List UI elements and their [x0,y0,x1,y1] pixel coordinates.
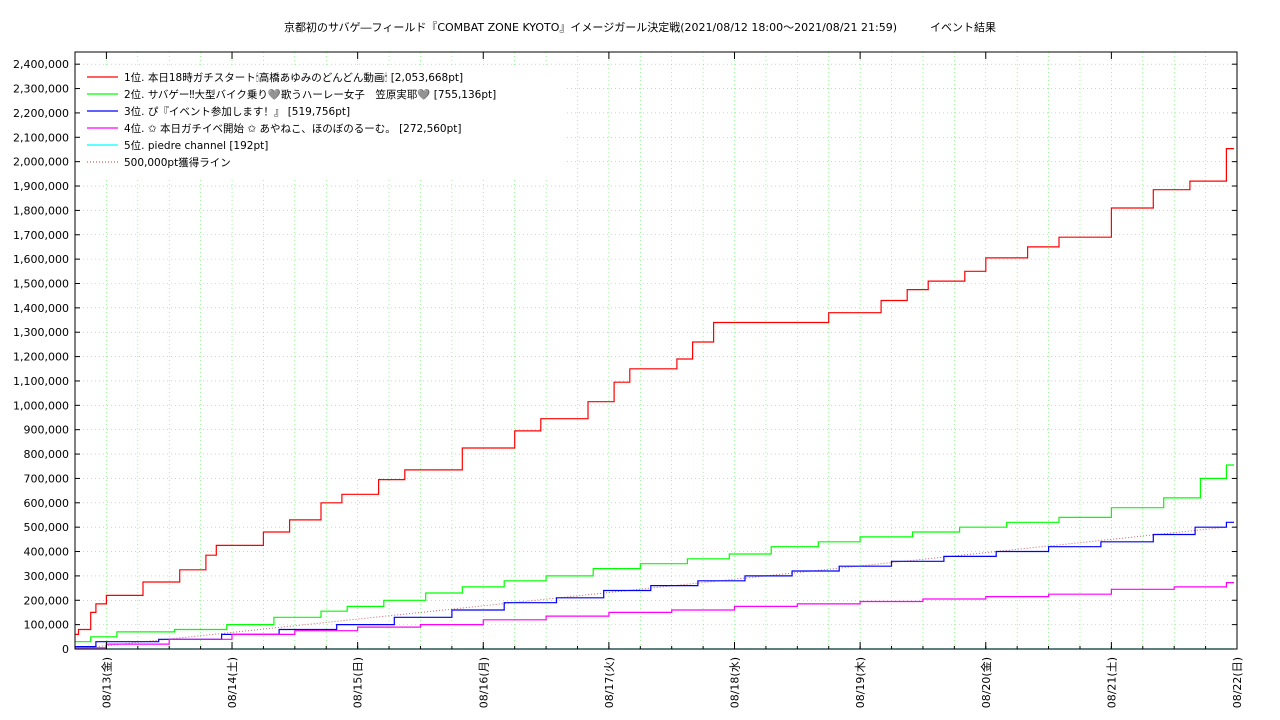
legend-background [82,66,567,177]
y-tick-label: 2,200,000 [13,107,69,120]
series-layer [75,148,1234,650]
x-axis: 08/13(金) 08/14(土) 08/15(日) 08/16(月) 08/17(火)… [74,52,1244,708]
series-line-4 [75,582,1234,649]
series-line-3 [75,521,1234,648]
y-tick-label: 1,100,000 [13,375,69,388]
y-tick-label: 100,000 [24,619,70,632]
chart-title: 京都初のサバゲ―フィールド『COMBAT ZONE KYOTO』イメージガール決… [283,21,996,34]
y-tick-label: 1,300,000 [13,326,69,339]
legend-entry: 500,000pt獲得ライン [124,156,231,169]
y-tick-label: 1,600,000 [13,253,69,266]
y-tick-label: 2,300,000 [13,83,69,96]
legend-entry: 4位. ✩ 本日ガチイベ開始 ✩ あやねこ、ほのぼのるーむ。 [272,560p… [124,122,462,135]
plot-frame [74,51,1238,650]
y-tick-label: 1,000,000 [13,399,69,412]
x-tick-label: 08/17(火) [603,657,616,708]
y-tick-label: 0 [62,643,69,656]
legend-entry: 5位. piedre channel [192pt] [124,139,268,152]
y-axis: 0 100,000 200,000 300,000 400,000 500,000 600,… [13,58,1237,656]
y-tick-label: 1,800,000 [13,204,69,217]
y-tick-label: 1,200,000 [13,351,69,364]
y-tick-label: 2,000,000 [13,156,69,169]
legend-entry: 2位. サバゲー‼大型バイク乗り🩶歌うハーレー女子 笠原実耶🩶 [755,136… [124,88,496,101]
y-tick-label: 1,900,000 [13,180,69,193]
y-tick-label: 200,000 [24,594,70,607]
series-line-1 [75,148,1234,635]
series-line-2 [75,464,1234,643]
y-tick-label: 800,000 [24,448,70,461]
y-tick-label: 900,000 [24,424,70,437]
y-tick-label: 1,400,000 [13,302,69,315]
reference-line [74,526,1227,650]
reference-line-layer [74,526,1227,650]
x-tick-label: 08/22(日) [1231,657,1244,708]
y-tick-label: 1,700,000 [13,229,69,242]
legend-entry: 3位. ぴ『イベント参加します！』 [519,756pt] [124,105,350,118]
y-tick-label: 700,000 [24,472,70,485]
x-tick-label: 08/20(金) [979,657,993,708]
x-tick-label: 08/19(木) [854,657,867,708]
y-tick-label: 2,400,000 [13,58,69,71]
y-tick-label: 400,000 [24,546,70,559]
x-tick-label: 08/14(土) [226,657,239,708]
legend-entry: 1位. 本日18時ガチスタート🕯高橋あゆみのどんどん動画🕯 [2,053,668… [124,71,463,84]
x-tick-label: 08/18(水) [729,657,742,708]
legend: 1位. 本日18時ガチスタート🕯高橋あゆみのどんどん動画🕯 [2,053,668… [82,66,567,177]
x-tick-label: 08/13(金) [99,657,113,708]
y-tick-label: 600,000 [24,497,70,510]
y-tick-label: 500,000 [24,521,70,534]
x-tick-label: 08/21(土) [1105,657,1118,708]
y-tick-label: 300,000 [24,570,70,583]
y-tick-label: 1,500,000 [13,277,69,290]
x-tick-label: 08/15(日) [352,657,365,708]
x-tick-label: 08/16(月) [477,657,490,708]
y-tick-label: 2,100,000 [13,131,69,144]
